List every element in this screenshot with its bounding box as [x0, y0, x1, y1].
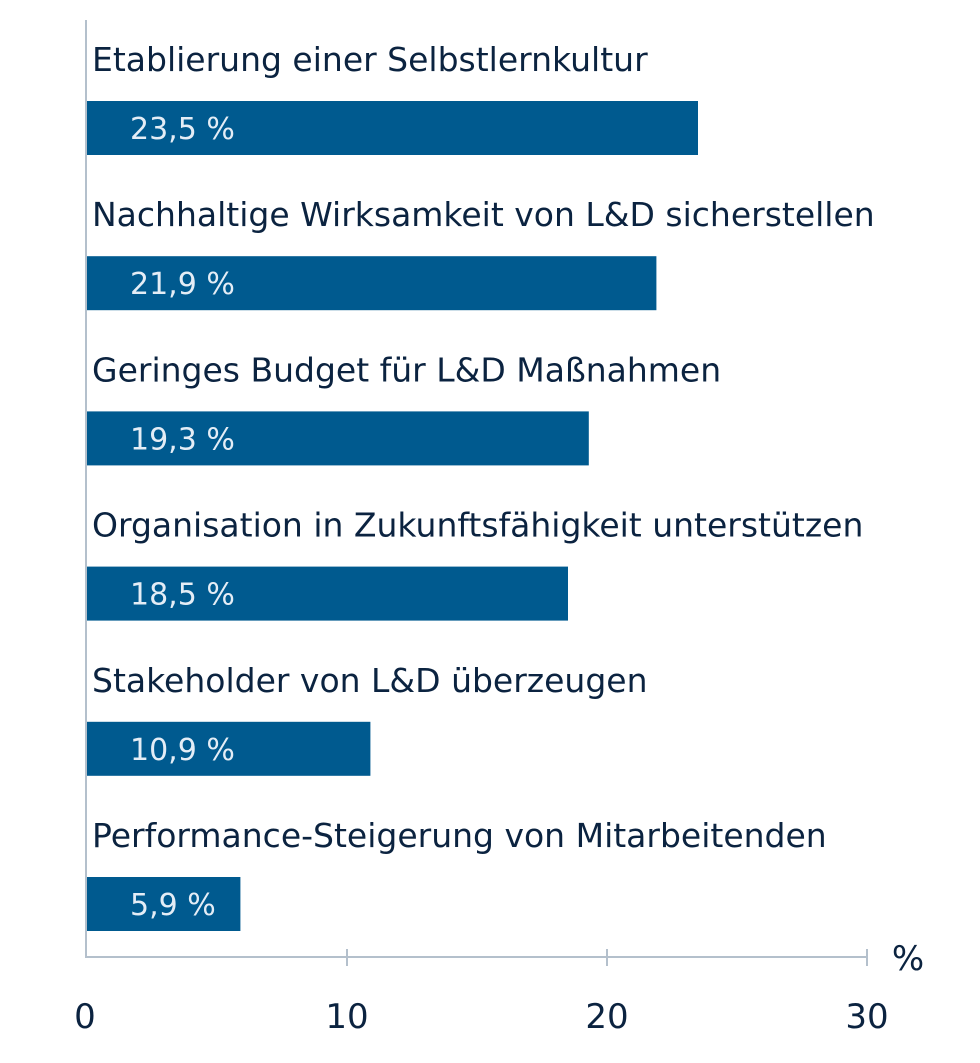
category-label: Nachhaltige Wirksamkeit von L&D sicherst… — [92, 195, 875, 234]
x-tick-label: 10 — [325, 997, 368, 1037]
bar-value-label: 5,9 % — [130, 888, 216, 923]
bar-value-label: 18,5 % — [130, 578, 235, 613]
bar — [87, 411, 589, 466]
category-label: Etablierung einer Selbstlernkultur — [92, 40, 648, 79]
bar-value-label: 23,5 % — [130, 112, 235, 147]
bar — [87, 877, 241, 931]
category-label: Organisation in Zukunftsfähigkeit unters… — [92, 506, 863, 545]
category-label: Performance-Steigerung von Mitarbeitende… — [92, 816, 827, 855]
bar — [87, 721, 371, 776]
bar — [87, 101, 698, 155]
bar-value-label: 21,9 % — [130, 267, 235, 302]
bar-value-label: 19,3 % — [130, 422, 235, 457]
category-label: Geringes Budget für L&D Maßnahmen — [92, 350, 721, 389]
bar — [87, 566, 568, 621]
bar — [87, 256, 657, 311]
x-tick-label: 0 — [74, 997, 96, 1037]
x-tick-label: 20 — [585, 997, 628, 1037]
bar-value-label: 10,9 % — [130, 733, 235, 768]
category-label: Stakeholder von L&D überzeugen — [92, 661, 648, 700]
x-axis-unit-label: % — [892, 939, 924, 979]
x-tick-label: 30 — [845, 997, 888, 1037]
